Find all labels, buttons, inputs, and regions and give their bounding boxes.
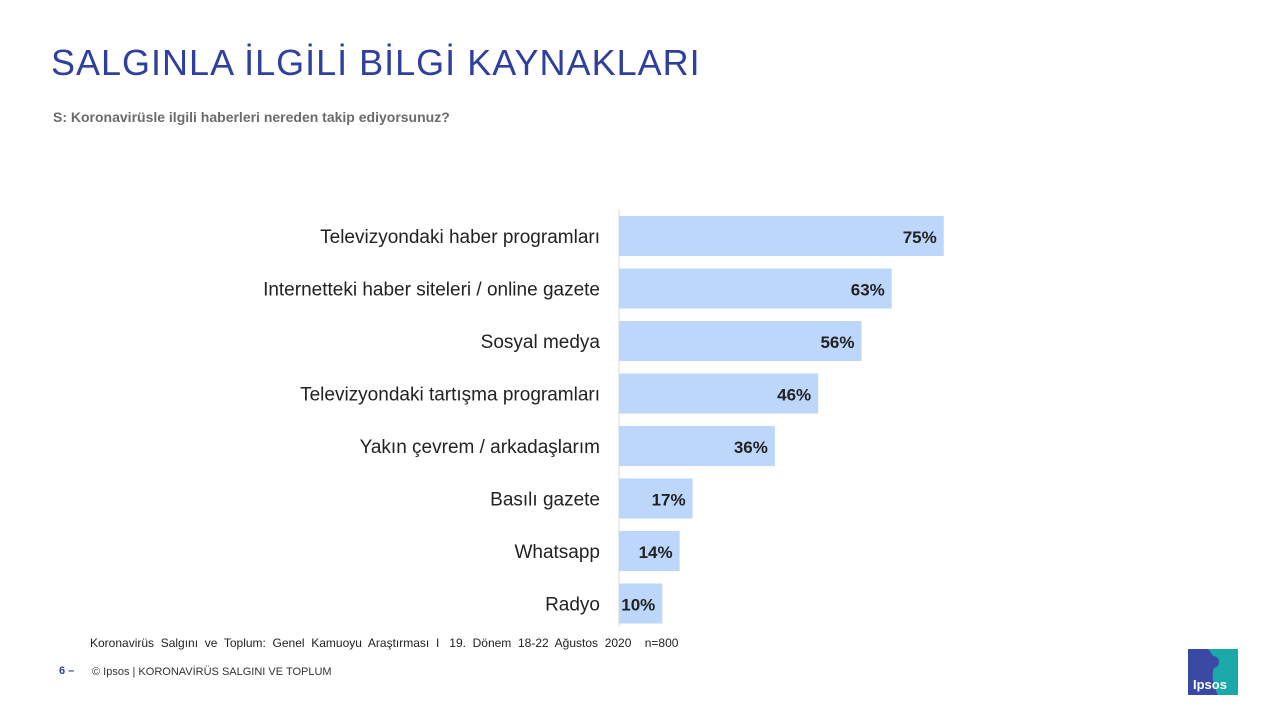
source-note: Koronavirüs Salgını ve Toplum: Genel Kam… [90, 636, 679, 650]
value-label: 46% [777, 386, 811, 405]
category-label: Sosyal medya [481, 332, 601, 353]
category-label: Televizyondaki haber programları [320, 227, 600, 248]
value-label: 36% [734, 438, 768, 457]
page-number: 6 – [59, 665, 75, 677]
bar [619, 583, 663, 624]
bar [619, 216, 944, 256]
value-label: 63% [851, 281, 885, 300]
category-label: Yakın çevrem / arkadaşlarım [360, 437, 600, 458]
value-label: 14% [639, 543, 673, 562]
bar [619, 531, 680, 571]
bar [619, 478, 693, 519]
page-title: SALGINLA İLGİLİ BİLGİ KAYNAKLARI [51, 42, 701, 83]
category-label: Whatsapp [514, 542, 600, 563]
value-label: 10% [621, 596, 655, 615]
ipsos-logo: Ipsos [1188, 649, 1238, 695]
value-label: 17% [652, 491, 686, 510]
value-label: 56% [820, 333, 854, 352]
copyright-text: © Ipsos | KORONAVİRÜS SALGINI VE TOPLUM [92, 666, 332, 678]
category-label: Televizyondaki tartışma programları [300, 385, 600, 406]
category-label: Radyo [545, 595, 600, 616]
bar [619, 426, 775, 466]
category-label: Basılı gazete [490, 490, 600, 511]
value-label: 75% [903, 228, 937, 247]
category-label: Internetteki haber siteleri / online gaz… [263, 280, 600, 301]
survey-question: S: Koronavirüsle ilgili haberleri nerede… [53, 109, 450, 125]
bar [619, 321, 862, 361]
bar [619, 268, 892, 309]
logo-text: Ipsos [1193, 677, 1227, 692]
bar [619, 373, 819, 414]
